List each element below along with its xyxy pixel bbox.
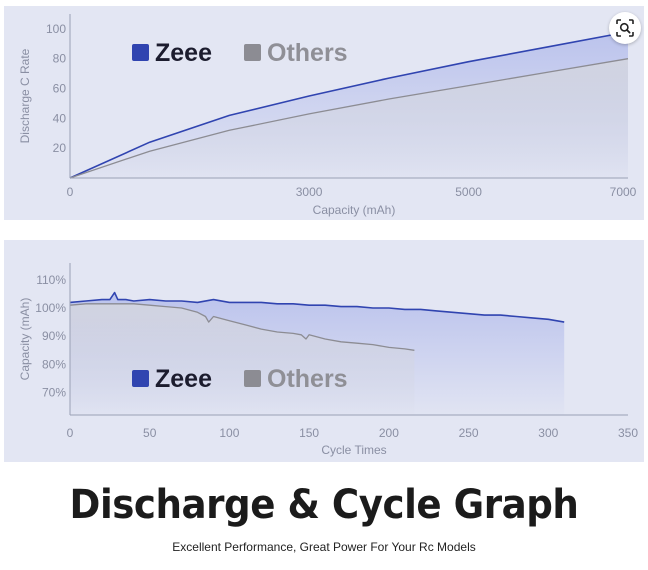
page-subtitle: Excellent Performance, Great Power For Y… [172, 540, 476, 554]
series-line-others [69, 303, 415, 351]
x-tick-label: 7000 [610, 185, 637, 199]
y-tick-label: 20 [53, 141, 67, 155]
chart-1: 0 3000 5000 7000 20 40 60 80 100 Capacity (mAh) Di… [4, 6, 644, 220]
legend-swatch-others [244, 44, 261, 61]
y-tick-label: 90% [42, 329, 66, 343]
x-axis-label: Cycle Times [321, 443, 386, 457]
x-tick-label: 5000 [455, 185, 482, 199]
x-tick-label: 150 [299, 426, 319, 440]
x-tick-label: 300 [538, 426, 558, 440]
y-tick-label: 40 [53, 111, 67, 125]
x-tick-label: 0 [67, 185, 74, 199]
x-tick-label: 100 [219, 426, 239, 440]
y-tick-label: 110% [36, 273, 66, 287]
visual-search-icon [616, 19, 634, 37]
legend-label-zeee: Zeee [155, 365, 212, 393]
y-tick-label: 80% [42, 357, 66, 371]
x-axis-label: Capacity (mAh) [313, 203, 396, 217]
y-tick-label: 70% [42, 386, 66, 400]
series-area-others [70, 58, 628, 179]
chart-2: 0 50 100 150 200 250 300 350 70% 80% 90% 100% 110% Cy… [4, 240, 644, 462]
legend-swatch-zeee [132, 370, 149, 387]
series-line-zeee [69, 291, 565, 323]
x-tick-label: 3000 [296, 185, 323, 199]
x-tick-label: 50 [143, 426, 157, 440]
x-tick-label: 350 [618, 426, 638, 440]
y-tick-label: 100% [35, 301, 66, 315]
legend-label-others: Others [267, 365, 348, 393]
page-title: Discharge & Cycle Graph [69, 482, 579, 528]
legend-swatch-others [244, 370, 261, 387]
y-tick-label: 80 [53, 52, 67, 66]
y-axis-label: Capacity (mAh) [18, 298, 32, 381]
series-line-others [69, 58, 629, 179]
legend-label-others: Others [267, 39, 348, 67]
x-tick-label: 0 [67, 426, 74, 440]
legend-swatch-zeee [132, 44, 149, 61]
x-tick-label: 250 [459, 426, 479, 440]
series-area-others [70, 303, 415, 415]
series-line-zeee [69, 31, 629, 179]
x-tick-label: 200 [379, 426, 399, 440]
legend-label-zeee: Zeee [155, 39, 212, 67]
visual-search-button[interactable] [609, 12, 641, 44]
y-tick-label: 60 [53, 82, 67, 96]
y-tick-label: 100 [46, 22, 66, 36]
y-axis-label: Discharge C Rate [18, 48, 32, 143]
